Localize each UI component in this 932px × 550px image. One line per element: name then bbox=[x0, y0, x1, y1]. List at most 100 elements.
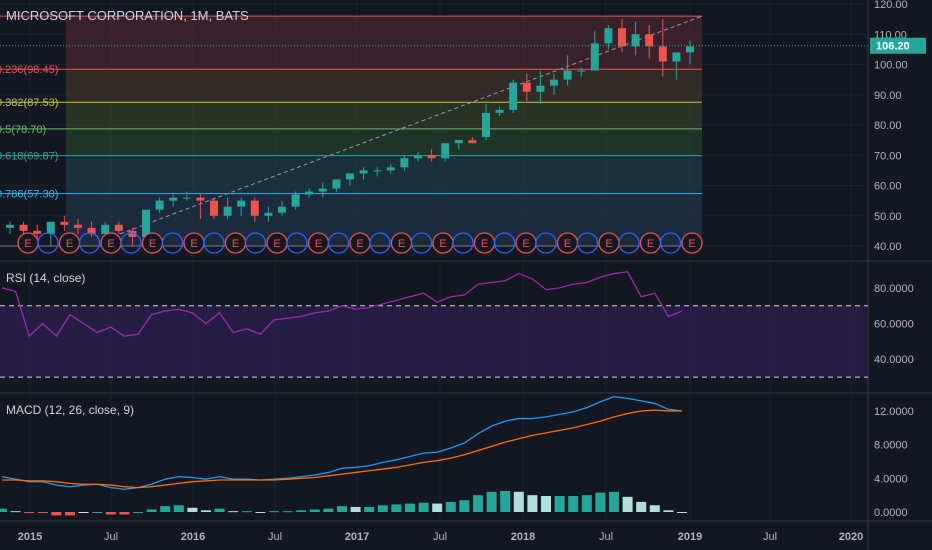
macd-histogram-bar bbox=[78, 512, 89, 513]
candle-body bbox=[74, 224, 82, 228]
candle bbox=[33, 224, 42, 240]
candle-body bbox=[237, 200, 246, 207]
candle-body bbox=[33, 230, 42, 234]
candle bbox=[332, 179, 341, 192]
candle bbox=[536, 70, 545, 104]
rsi-line bbox=[1, 271, 683, 338]
earnings-marker: E bbox=[349, 232, 391, 254]
candle bbox=[223, 197, 232, 219]
candle bbox=[658, 19, 667, 77]
macd-histogram-bar bbox=[228, 511, 239, 513]
fib-zone bbox=[66, 155, 702, 194]
candle-body bbox=[210, 200, 218, 216]
candle-body bbox=[264, 212, 273, 216]
candle bbox=[441, 143, 450, 162]
fibonacci-retracement[interactable]: 0.236(98.45) 0.382(87.53) 0.5(78.70) 0.618(… bbox=[0, 15, 702, 247]
candle-body bbox=[522, 82, 531, 92]
price-axis-label: 90.00 bbox=[874, 90, 902, 102]
candle-body bbox=[223, 206, 232, 216]
fib-zone bbox=[66, 128, 702, 156]
dividend-circle bbox=[203, 232, 225, 254]
labels: 106.20 MICROSOFT CORPORATION, 1M, BATS bbox=[0, 8, 926, 54]
macd-histogram-bar bbox=[663, 510, 674, 512]
macd-axis-label: 4.0000 bbox=[874, 473, 908, 485]
time-axis-label: Jul bbox=[268, 531, 282, 543]
rsi-axis-label: 40.0000 bbox=[874, 354, 914, 366]
macd-histogram-bar bbox=[65, 512, 75, 516]
candle bbox=[305, 188, 314, 198]
candle-body bbox=[631, 34, 640, 47]
candle-body bbox=[386, 167, 395, 171]
macd-histogram-bar bbox=[609, 491, 619, 512]
earnings-marker: E bbox=[266, 232, 308, 254]
dividend-circle bbox=[452, 232, 474, 254]
earnings-marker: E bbox=[681, 232, 703, 254]
candle bbox=[468, 137, 477, 144]
candle-body bbox=[101, 224, 110, 234]
earnings-letter: E bbox=[273, 238, 280, 250]
macd-histogram-bar bbox=[418, 502, 429, 512]
dividend-circle bbox=[576, 232, 599, 254]
candle bbox=[373, 167, 382, 177]
candle-body bbox=[6, 224, 14, 228]
price-axis-label: 70.00 bbox=[874, 150, 902, 162]
candle-body bbox=[672, 52, 681, 62]
candle bbox=[427, 149, 436, 162]
candle bbox=[645, 25, 654, 59]
candle bbox=[590, 31, 599, 71]
macd-histogram-bar bbox=[187, 507, 198, 512]
candle bbox=[155, 197, 164, 213]
candle bbox=[128, 227, 137, 246]
dividend-circle bbox=[618, 232, 640, 254]
time-axis-label: 2015 bbox=[18, 531, 42, 543]
candle bbox=[577, 67, 586, 77]
earnings-marker: E bbox=[515, 232, 557, 254]
candle bbox=[19, 221, 28, 234]
candle-body bbox=[128, 230, 137, 237]
axes: 120.00110.00100.0090.0080.0070.0060.0050… bbox=[18, 0, 908, 543]
macd-histogram-bar bbox=[241, 511, 252, 513]
macd-histogram-bar bbox=[92, 512, 103, 513]
earnings-letter: E bbox=[24, 238, 31, 250]
trendline[interactable] bbox=[119, 15, 703, 235]
candle-body bbox=[250, 200, 259, 216]
candle bbox=[264, 206, 273, 222]
time-axis-label: 2016 bbox=[181, 531, 205, 543]
earnings-letter: E bbox=[190, 238, 197, 250]
last-price-value: 106.20 bbox=[876, 41, 910, 53]
candle bbox=[291, 191, 300, 210]
earnings-marker: E bbox=[432, 232, 474, 254]
macd-histogram-bar bbox=[432, 503, 443, 512]
macd-histogram-bar bbox=[500, 490, 511, 512]
macd-histogram-bar bbox=[622, 496, 633, 512]
macd-axis-label: 12.0000 bbox=[874, 406, 914, 418]
candle bbox=[114, 221, 123, 234]
candle bbox=[182, 191, 191, 201]
dividend-circle bbox=[493, 232, 516, 254]
fib-level-label: 0.5(78.70) bbox=[0, 124, 46, 136]
macd-histogram-bar bbox=[309, 509, 320, 512]
dividend-circle bbox=[535, 232, 557, 254]
candle-body bbox=[318, 188, 327, 192]
candle bbox=[672, 52, 681, 80]
macd-axis-label: 8.0000 bbox=[874, 440, 908, 452]
candle bbox=[359, 167, 368, 180]
candle-body bbox=[19, 224, 28, 231]
macd-title: MACD (12, 26, close, 9) bbox=[6, 403, 134, 417]
macd-histogram-bar bbox=[10, 511, 21, 513]
candle bbox=[278, 200, 286, 216]
dividend-circle bbox=[410, 232, 433, 254]
time-axis-label: Jul bbox=[599, 531, 613, 543]
candle bbox=[550, 73, 558, 95]
candle bbox=[169, 194, 178, 207]
macd-histogram-bar bbox=[105, 512, 116, 515]
dividend-circle bbox=[78, 232, 101, 254]
time-axis-label: 2019 bbox=[678, 531, 702, 543]
candle-body bbox=[550, 79, 558, 86]
macd-histogram-bar bbox=[554, 496, 565, 512]
time-axis-label: Jul bbox=[433, 531, 447, 543]
macd-histogram-bar bbox=[269, 511, 279, 513]
candle-body bbox=[169, 197, 178, 201]
